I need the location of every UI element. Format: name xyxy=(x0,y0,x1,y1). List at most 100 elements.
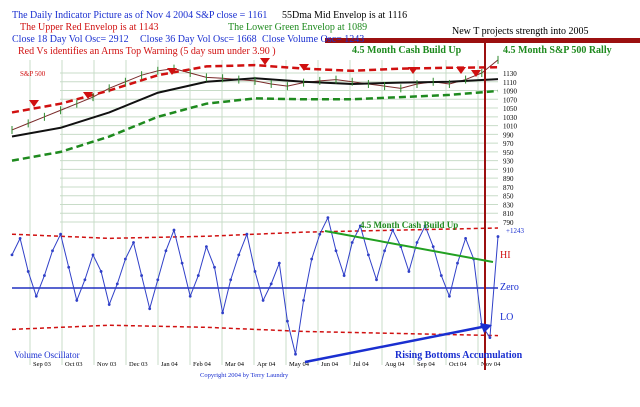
oscillator-point xyxy=(10,253,14,257)
zero-label: Zero xyxy=(500,282,519,293)
rising-bottoms-label: Rising Bottoms Accumulation xyxy=(395,350,523,361)
annotation-overlays: 4.5 Month Cash Build Up 4.5 Month S&P 500… xyxy=(14,38,640,379)
cash-buildup-mid-label: 4.5 Month Cash Build Up xyxy=(360,220,458,230)
x-tick-label: Mar 04 xyxy=(225,361,245,368)
oscillator-point xyxy=(59,232,62,236)
y-tick-label: 850 xyxy=(503,193,514,201)
x-tick-label: Oct 03 xyxy=(65,361,83,368)
x-tick-label: Sep 03 xyxy=(33,361,51,368)
arms-warning-marker xyxy=(29,100,39,107)
y-tick-label: 1110 xyxy=(503,79,517,87)
oscillator-point xyxy=(99,270,103,273)
oscillator-point xyxy=(431,245,435,249)
oscillator-point xyxy=(375,278,378,282)
oscillator-point xyxy=(488,336,492,340)
header-vol-osc-36: Close 36 Day Vol Osc= 1668 xyxy=(140,34,257,45)
oscillator-point xyxy=(448,294,451,298)
x-tick-label: Jul 04 xyxy=(353,361,369,368)
oscillator-point xyxy=(205,245,208,249)
oscillator-point xyxy=(261,299,265,302)
oscillator-point xyxy=(423,224,427,228)
cash-buildup-top-label: 4.5 Month Cash Build Up xyxy=(352,45,462,56)
oscillator-point xyxy=(439,274,443,277)
oscillator-value-label: +1243 xyxy=(506,227,524,235)
oscillator-point xyxy=(156,278,160,282)
header-mid-envelop: 55Dma Mid Envelop is at 1116 xyxy=(282,10,407,21)
oscillator-point xyxy=(43,274,46,277)
arms-warning-marker xyxy=(83,92,93,99)
y-tick-label: 870 xyxy=(503,184,514,192)
rising-bottoms-line xyxy=(304,324,488,364)
red-band xyxy=(325,38,640,43)
x-tick-label: May 04 xyxy=(289,361,310,368)
arms-warning-marker xyxy=(408,67,418,74)
x-tick-label: Oct 04 xyxy=(449,361,467,368)
oscillator-point xyxy=(221,311,225,315)
lo-label: LO xyxy=(500,312,513,323)
oscillator-point xyxy=(367,253,370,257)
series-line-lower-green-envelop xyxy=(11,89,499,162)
oscillator-point xyxy=(253,270,257,273)
oscillator-point xyxy=(286,319,289,323)
oscillator-point xyxy=(26,270,30,273)
oscillator-point xyxy=(132,241,135,244)
oscillator-point xyxy=(407,270,411,273)
corner-note: New T projects strength into 2005 xyxy=(452,26,589,37)
header-vol-osc-18: Close 18 Day Vol Osc= 2912 xyxy=(12,34,129,45)
y-tick-label: 1010 xyxy=(503,123,518,131)
oscillator-point xyxy=(415,241,419,244)
x-tick-label: Feb 04 xyxy=(193,361,212,368)
oscillator-point xyxy=(269,282,273,286)
y-tick-label: 970 xyxy=(503,140,514,148)
oscillator-point xyxy=(237,253,241,257)
y-tick-label: 1050 xyxy=(503,105,518,113)
y-tick-label: 910 xyxy=(503,166,514,174)
hi-label: HI xyxy=(500,250,511,261)
oscillator-point xyxy=(18,236,22,240)
oscillator-point xyxy=(383,249,386,253)
oscillator-point xyxy=(67,265,71,269)
arms-warning-marker xyxy=(299,64,309,71)
x-tick-label: Aug 04 xyxy=(385,361,405,368)
x-tick-label: Dec 03 xyxy=(129,361,148,368)
y-tick-label: 830 xyxy=(503,201,514,209)
header-vol-osc-close: Close Volume Osc= 1243 xyxy=(262,34,364,45)
oscillator-point xyxy=(91,253,95,257)
x-tick-label: Apr 04 xyxy=(257,361,276,368)
oscillator-point xyxy=(294,352,297,356)
oscillator-point xyxy=(180,261,184,265)
oscillator-point xyxy=(456,261,459,265)
oscillator-point xyxy=(326,216,330,220)
oscillator-point xyxy=(229,278,233,282)
y-tick-label: 810 xyxy=(503,210,514,218)
x-tick-label: Nov 04 xyxy=(481,361,501,368)
header-line-1: The Daily Indicator Picture as of Nov 4 … xyxy=(12,10,267,21)
grid: 1130111010901070105010301010990970950930… xyxy=(29,60,518,368)
oscillator-point xyxy=(213,265,216,269)
y-tick-label: 1070 xyxy=(503,96,518,104)
oscillator-point xyxy=(318,232,322,236)
y-tick-label: 950 xyxy=(503,149,514,157)
y-tick-label: 930 xyxy=(503,158,514,166)
oscillator-point xyxy=(164,249,168,253)
y-tick-label: 1130 xyxy=(503,70,517,78)
oscillator-point xyxy=(496,235,500,238)
oscillator-point xyxy=(334,249,338,253)
oscillator-point xyxy=(196,274,200,277)
cash-trendline xyxy=(324,230,494,263)
x-tick-label: Jun 04 xyxy=(321,361,339,368)
oscillator-point xyxy=(310,257,314,261)
oscillator-point xyxy=(34,294,38,298)
oscillator-point xyxy=(75,299,79,302)
y-tick-label: 890 xyxy=(503,175,514,183)
oscillator-point xyxy=(464,236,467,240)
arms-warning-marker xyxy=(260,58,270,65)
arms-warning-marker xyxy=(471,70,481,77)
oscillator-point xyxy=(83,278,87,282)
arrow-head xyxy=(480,323,492,333)
x-tick-label: Sep 04 xyxy=(417,361,436,368)
y-tick-label: 1030 xyxy=(503,114,518,122)
oscillator-point xyxy=(51,249,54,253)
oscillator-point xyxy=(140,274,144,277)
